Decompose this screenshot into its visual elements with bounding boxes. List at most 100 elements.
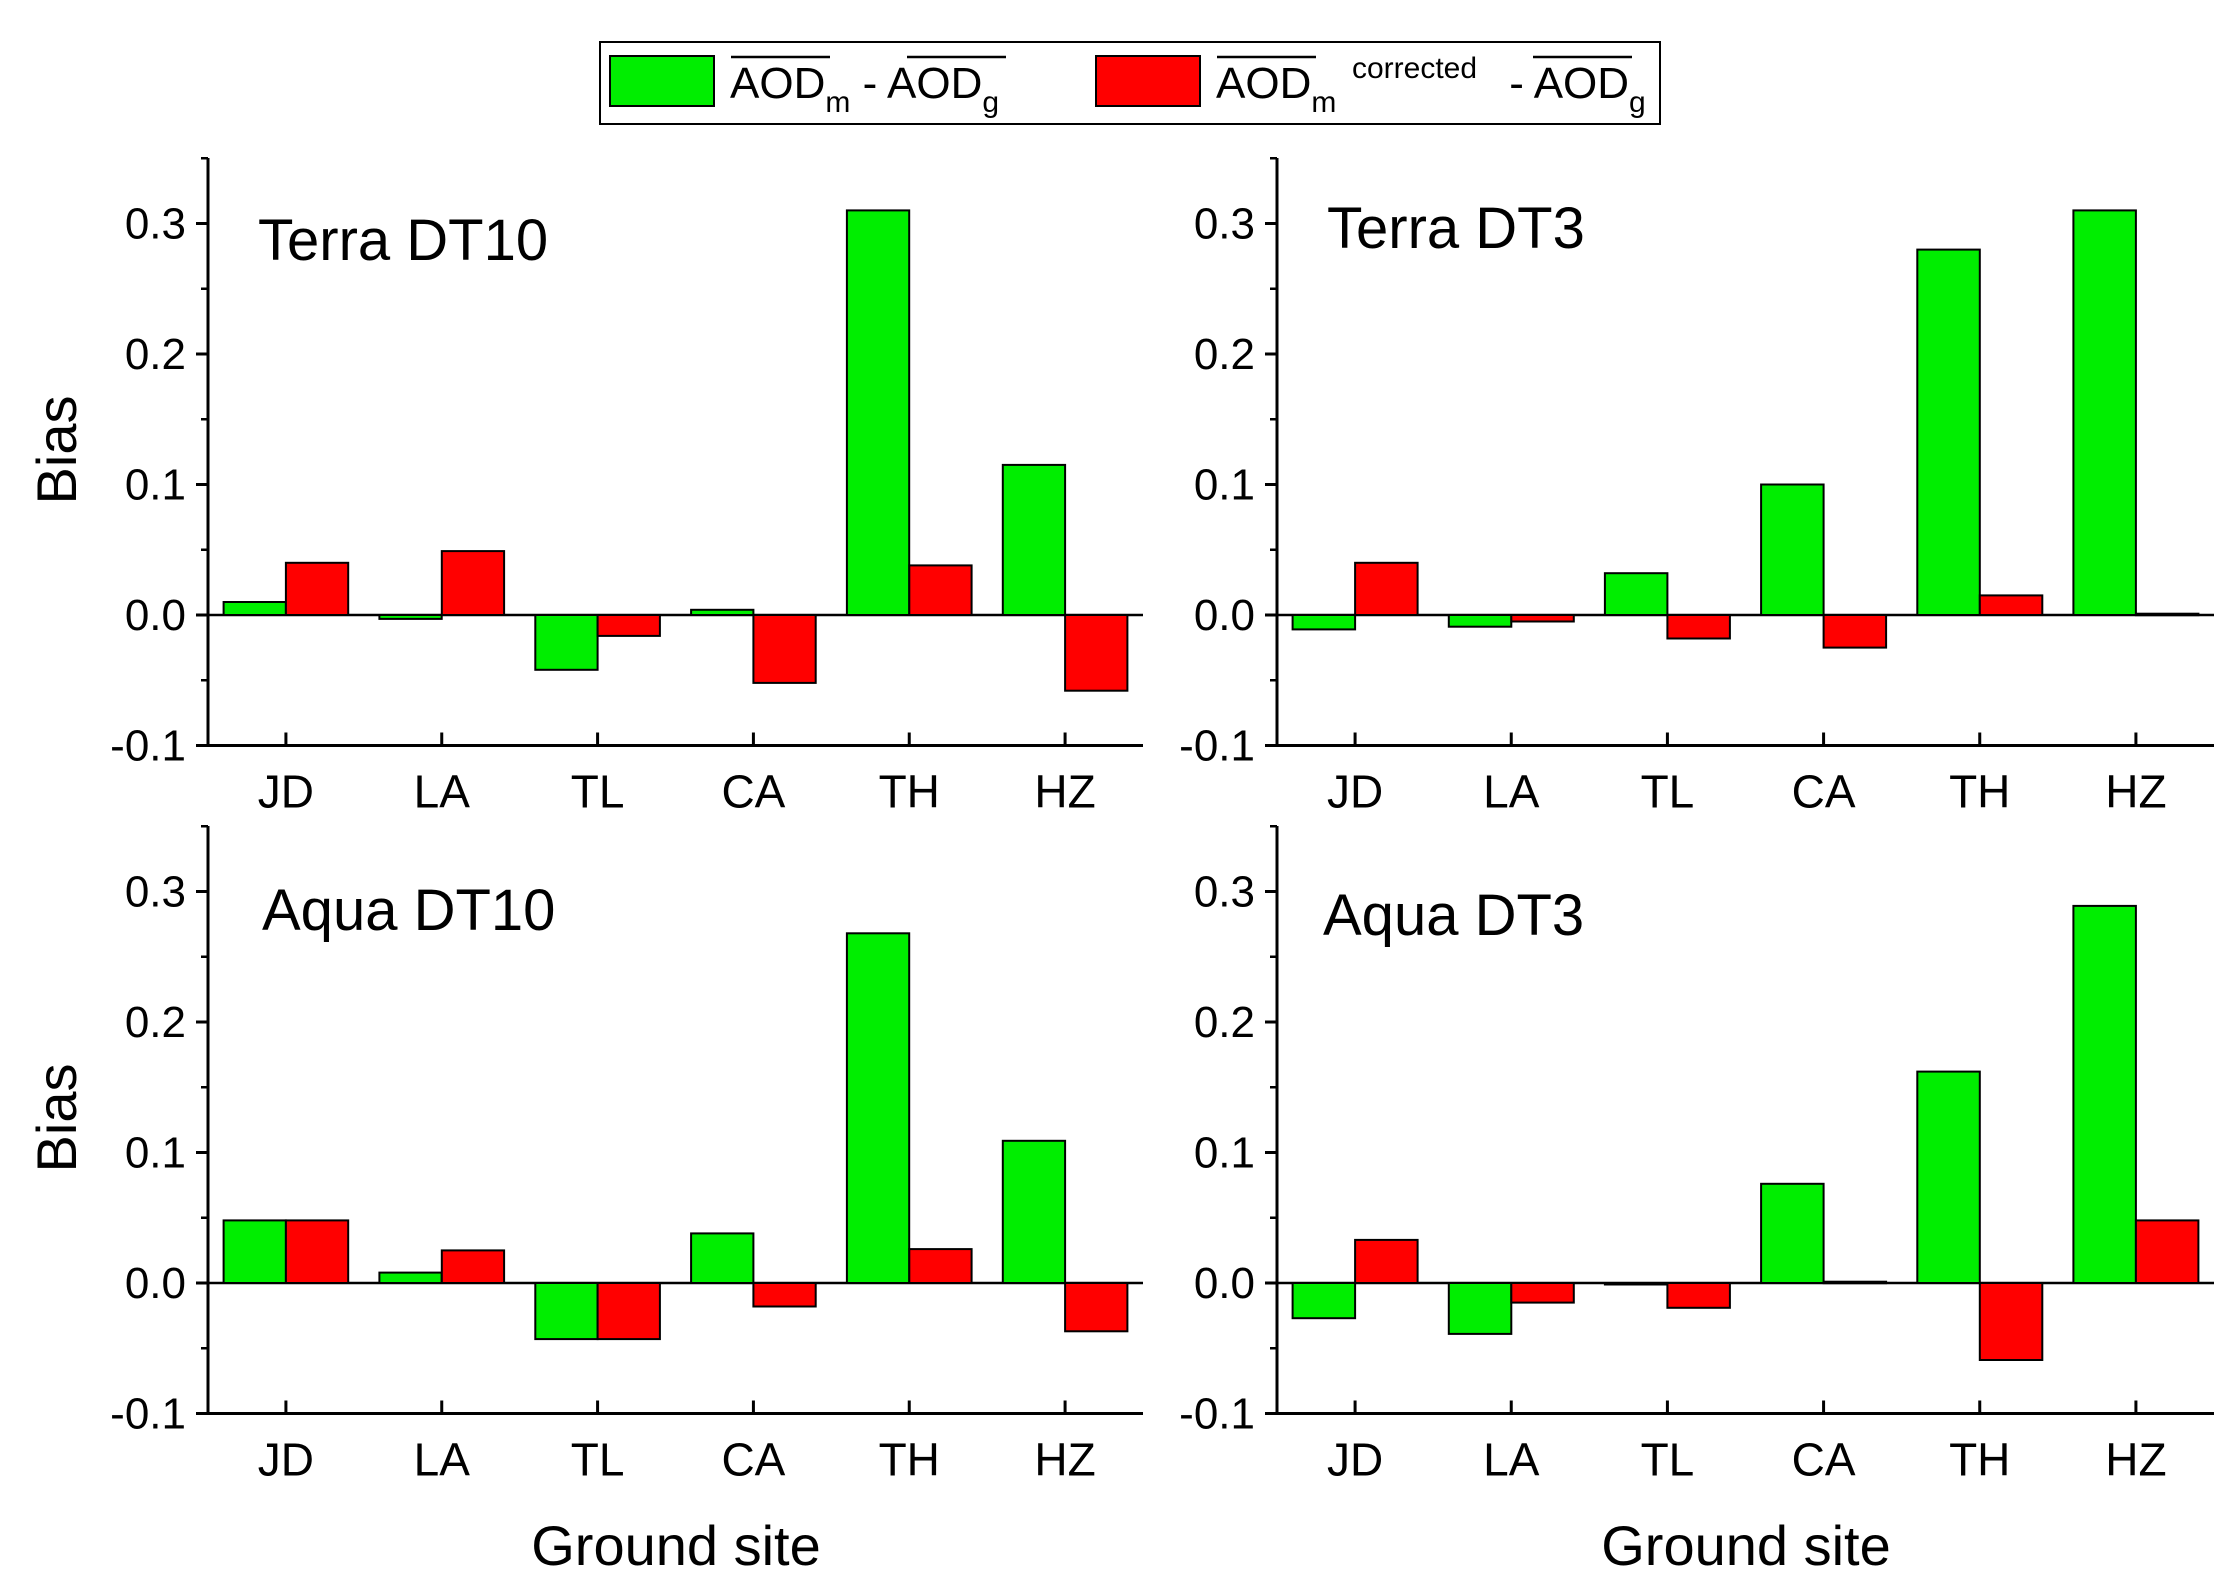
x-tick-label: TL	[1641, 1434, 1695, 1486]
panel-4: Aqua DT3 -0.1 0.0 0.1 0.2 0.3 JD LA TL CA TH HZ	[1179, 825, 2214, 1486]
y-tick-label: 0.2	[125, 330, 186, 379]
bar-tl-series2	[1666, 1282, 1731, 1309]
bar-la-series2	[1510, 614, 1575, 623]
x-tick-label: HZ	[2105, 1434, 2166, 1486]
x-tick-label: LA	[1483, 1434, 1540, 1486]
x-tick-label: JD	[258, 1434, 314, 1486]
bar-la-series2	[440, 550, 506, 616]
bar-hz-series1	[1001, 463, 1067, 616]
panel-2: Terra DT3 -0.1 0.0 0.1 0.2 0.3 JD LA TL CA TH HZ	[1179, 157, 2214, 818]
x-tick-label: HZ	[2105, 766, 2166, 818]
legend: AODm - AODg AODm corrected - AODg	[599, 41, 1661, 125]
legend-separator: -	[1497, 59, 1534, 108]
bar-th-series1	[1916, 1070, 1981, 1284]
panel-title: Terra DT10	[258, 208, 548, 273]
x-tick-label: TL	[1641, 766, 1695, 818]
legend-label-corrected: AODm corrected - AODg	[1216, 52, 1646, 119]
svg-text:AODm: AODm	[1216, 59, 1336, 119]
legend-separator: -	[850, 59, 887, 108]
x-tick-label: TL	[571, 1434, 625, 1486]
y-axis-title: Bias	[25, 1064, 88, 1173]
legend-text: AOD	[887, 59, 982, 108]
y-tick-label: 0.1	[125, 461, 186, 510]
y-tick-label: 0.2	[1194, 330, 1255, 379]
bar-ca-series1	[1760, 1182, 1825, 1285]
svg-text:AODm - AODg: AODm - AODg	[730, 59, 999, 119]
bar-jd-series2	[1354, 561, 1419, 616]
bar-tl-series1	[1603, 572, 1669, 617]
bar-ca-series2	[752, 1282, 817, 1308]
x-tick-label: TH	[879, 766, 940, 818]
bar-tl-series1	[534, 614, 599, 671]
legend-swatch-uncorrected	[609, 55, 715, 107]
bar-tl-series2	[1666, 614, 1731, 640]
bar-la-series1	[378, 1271, 443, 1284]
y-tick-label: -0.1	[1179, 1390, 1255, 1439]
bar-hz-series1	[2072, 904, 2137, 1285]
legend-label-uncorrected: AODm - AODg	[730, 55, 1006, 119]
x-tick-label: HZ	[1034, 766, 1095, 818]
legend-swatch-corrected	[1095, 55, 1201, 107]
x-tick-label: TH	[879, 1434, 940, 1486]
bar-la-series1	[1447, 614, 1513, 628]
bar-jd-series1	[222, 1219, 287, 1285]
panel-1: Terra DT10 -0.1 0.0 0.1 0.2 0.3 JD LA TL CA TH HZ	[110, 157, 1143, 818]
bar-la-series1	[1447, 1282, 1513, 1335]
y-tick-label: 0.0	[125, 1259, 186, 1308]
legend-text: AOD	[1216, 59, 1311, 108]
bar-hz-series2	[1064, 1282, 1129, 1333]
panel-3: Aqua DT10 -0.1 0.0 0.1 0.2 0.3 JD LA TL CA TH HZ	[110, 825, 1143, 1486]
bar-ca-series1	[690, 608, 755, 616]
panel-title: Aqua DT10	[262, 878, 555, 943]
y-tick-label: 0.0	[1194, 1259, 1255, 1308]
bar-ca-series2	[1822, 1280, 1888, 1285]
bar-tl-series1	[534, 1282, 599, 1341]
bar-tl-series2	[596, 614, 661, 637]
bar-tl-series1	[1603, 1282, 1669, 1286]
y-tick-label: 0.0	[1194, 591, 1255, 640]
x-tick-label: HZ	[1034, 1434, 1095, 1486]
bar-jd-series2	[1354, 1238, 1419, 1285]
bar-ca-series2	[752, 614, 817, 684]
bar-hz-series1	[2072, 209, 2137, 616]
legend-text: AOD	[1534, 59, 1629, 108]
y-tick-label: 0.3	[125, 868, 186, 917]
bar-hz-series2	[2134, 612, 2200, 617]
legend-text: AOD	[730, 59, 825, 108]
x-tick-label: CA	[1792, 1434, 1856, 1486]
bar-th-series1	[845, 209, 911, 616]
bar-tl-series2	[596, 1282, 661, 1341]
y-tick-label: -0.1	[1179, 722, 1255, 771]
y-tick-label: -0.1	[110, 1390, 186, 1439]
legend-subscript: g	[1629, 86, 1646, 119]
bar-la-series2	[1510, 1282, 1575, 1304]
bar-th-series2	[1978, 594, 2044, 617]
legend-subscript: g	[982, 86, 999, 119]
y-tick-label: 0.1	[1194, 461, 1255, 510]
y-tick-label: 0.0	[125, 591, 186, 640]
y-tick-label: 0.3	[125, 200, 186, 249]
legend-subscript: m	[1311, 86, 1336, 119]
bar-hz-series1	[1001, 1139, 1067, 1285]
x-tick-label: LA	[414, 766, 471, 818]
panel-title: Aqua DT3	[1323, 883, 1584, 948]
bar-th-series2	[908, 564, 973, 617]
x-tick-label: CA	[1792, 766, 1856, 818]
bar-hz-series2	[1064, 614, 1129, 692]
y-tick-label: 0.1	[1194, 1129, 1255, 1178]
bar-jd-series1	[1291, 614, 1357, 631]
x-tick-label: CA	[721, 766, 785, 818]
bar-th-series1	[1916, 248, 1981, 616]
x-tick-label: LA	[1483, 766, 1540, 818]
svg-text:- AODg: - AODg	[1497, 59, 1646, 119]
bar-la-series2	[440, 1249, 506, 1285]
y-tick-label: 0.3	[1194, 200, 1255, 249]
panels: Terra DT10-0.10.00.10.20.3JD LA TL CA TH HZTe…	[110, 157, 2214, 1486]
y-tick-label: 0.2	[1194, 998, 1255, 1047]
y-tick-label: -0.1	[110, 722, 186, 771]
bar-th-series1	[845, 932, 911, 1284]
x-tick-label: TL	[571, 766, 625, 818]
bar-jd-series2	[284, 561, 350, 616]
bar-ca-series1	[1760, 483, 1825, 616]
